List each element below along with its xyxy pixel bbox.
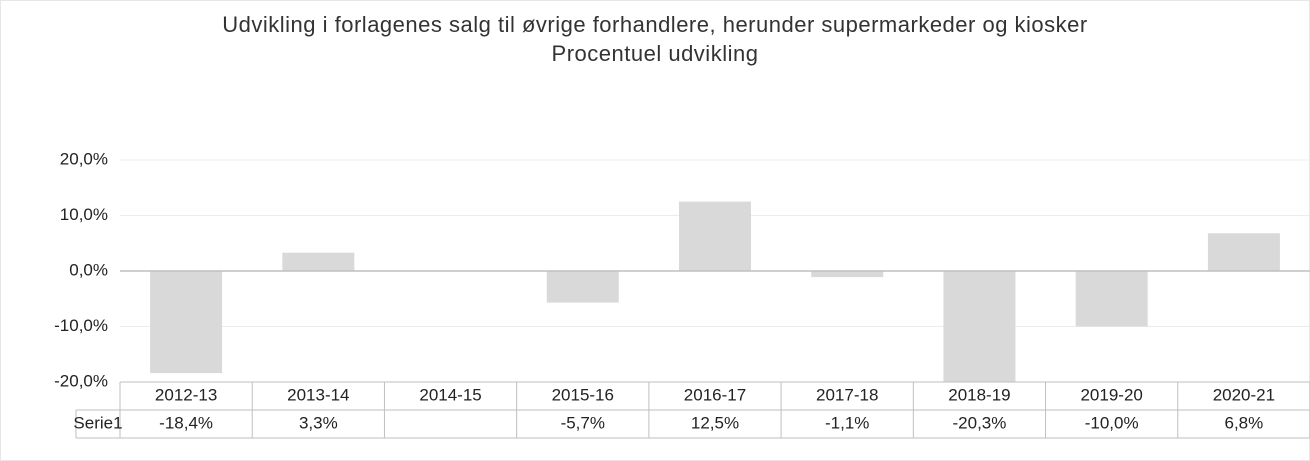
row-label: Serie1 xyxy=(73,413,122,432)
value-label: 6,8% xyxy=(1225,413,1264,432)
chart-subtitle: Procentuel udvikling xyxy=(551,41,759,66)
bar xyxy=(1207,233,1280,271)
bar xyxy=(679,201,751,271)
y-tick-label: 20,0% xyxy=(60,149,108,168)
x-tick-label: 2020-21 xyxy=(1213,385,1275,404)
value-label: -1,1% xyxy=(825,413,869,432)
chart-title: Udvikling i forlagenes salg til øvrige f… xyxy=(222,12,1088,37)
y-tick-label: -10,0% xyxy=(54,316,108,335)
x-tick-label: 2016-17 xyxy=(684,385,746,404)
x-tick-label: 2018-19 xyxy=(948,385,1010,404)
x-tick-label: 2017-18 xyxy=(816,385,878,404)
value-label: -18,4% xyxy=(159,413,213,432)
bar xyxy=(811,271,884,278)
bar xyxy=(282,252,355,271)
bar xyxy=(1075,271,1148,327)
x-tick-label: 2014-15 xyxy=(419,385,481,404)
value-label: -5,7% xyxy=(561,413,605,432)
x-tick-label: 2019-20 xyxy=(1080,385,1142,404)
x-tick-label: 2012-13 xyxy=(155,385,217,404)
bar xyxy=(943,271,1016,382)
y-tick-label: -20,0% xyxy=(54,371,108,390)
value-label: -20,3% xyxy=(953,413,1007,432)
value-label: 12,5% xyxy=(691,413,739,432)
bar xyxy=(150,271,223,374)
titles: Udvikling i forlagenes salg til øvrige f… xyxy=(155,10,1155,68)
x-tick-label: 2013-14 xyxy=(287,385,349,404)
y-tick-label: 10,0% xyxy=(60,205,108,224)
y-tick-label: 0,0% xyxy=(69,260,108,279)
value-label: -10,0% xyxy=(1085,413,1139,432)
bar xyxy=(546,271,619,303)
bars xyxy=(150,201,1280,382)
value-label: 3,3% xyxy=(299,413,338,432)
x-tick-label: 2015-16 xyxy=(552,385,614,404)
